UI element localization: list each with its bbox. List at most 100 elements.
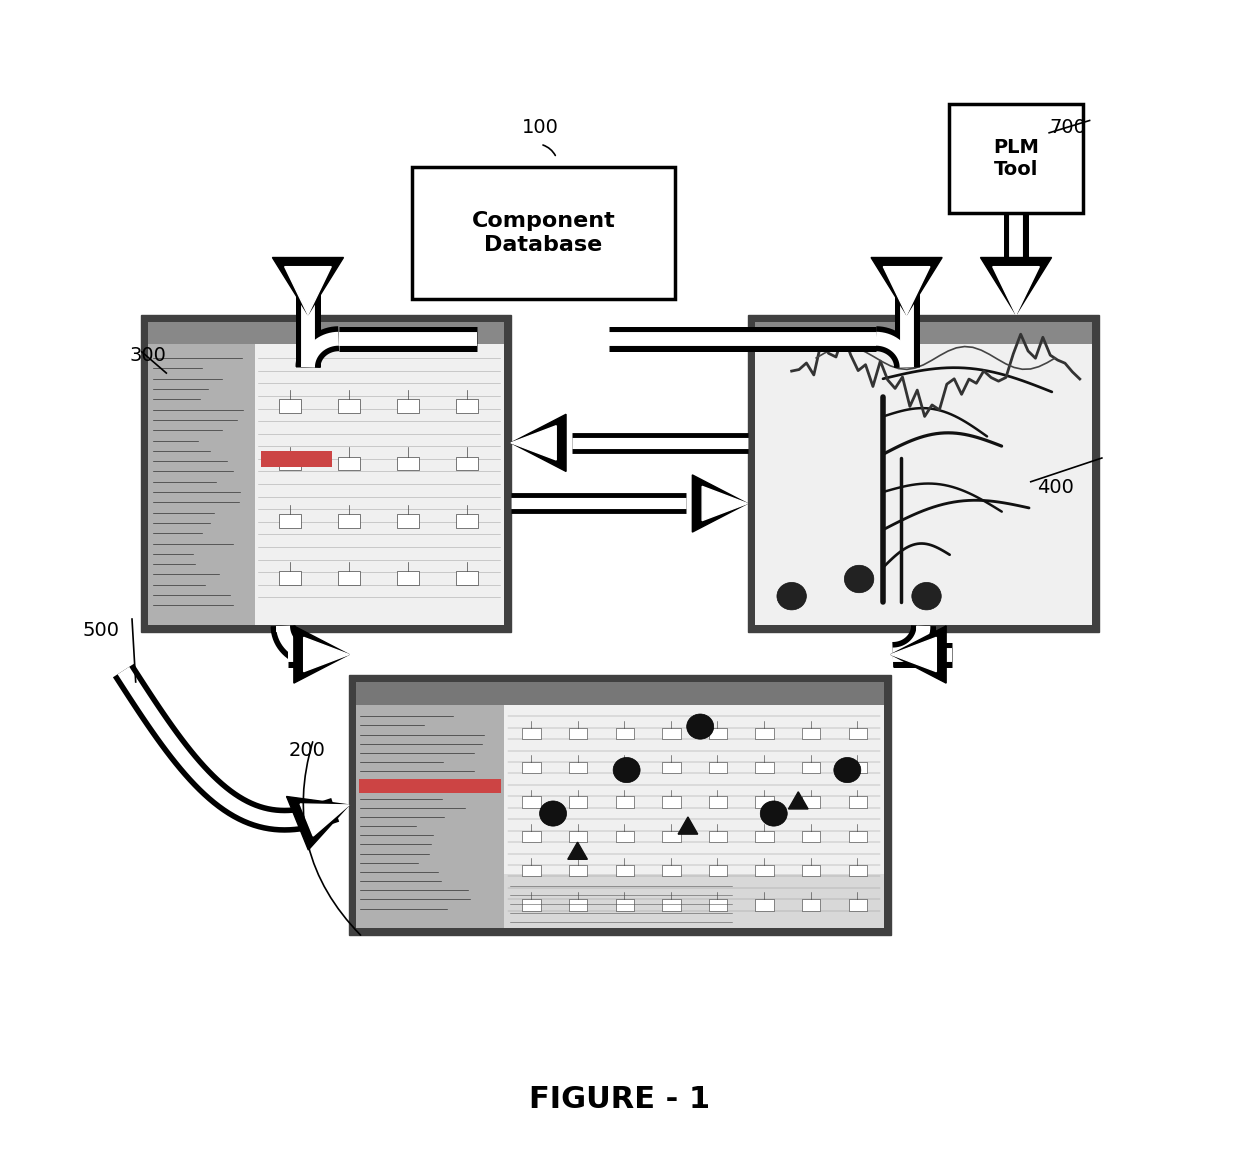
Bar — [148, 322, 503, 625]
Bar — [260, 452, 332, 467]
Bar — [709, 762, 727, 774]
FancyArrow shape — [993, 266, 1039, 315]
Bar — [802, 762, 821, 774]
Bar — [339, 571, 360, 585]
Text: 300: 300 — [129, 346, 166, 366]
Bar — [755, 322, 1092, 344]
FancyArrow shape — [294, 626, 348, 683]
Bar — [522, 865, 541, 877]
Bar — [279, 571, 301, 585]
FancyArrow shape — [511, 415, 565, 471]
Bar — [802, 900, 821, 911]
Bar — [662, 865, 681, 877]
Bar — [356, 705, 503, 928]
Text: 500: 500 — [83, 621, 120, 640]
Circle shape — [539, 801, 567, 826]
Text: Component
Database: Component Database — [471, 211, 615, 255]
Bar — [848, 762, 867, 774]
Bar — [662, 797, 681, 808]
Bar — [356, 682, 884, 928]
FancyArrow shape — [892, 626, 946, 683]
FancyArrow shape — [304, 637, 348, 672]
FancyArrow shape — [981, 257, 1052, 315]
Bar — [569, 727, 588, 739]
Bar — [279, 514, 301, 528]
Bar — [755, 727, 774, 739]
Bar — [412, 167, 675, 299]
Bar — [569, 762, 588, 774]
Bar — [615, 900, 634, 911]
Bar — [802, 797, 821, 808]
Bar — [456, 571, 477, 585]
Bar — [615, 865, 634, 877]
Bar — [662, 727, 681, 739]
Bar — [755, 344, 1092, 625]
Bar — [503, 874, 884, 928]
Circle shape — [760, 801, 787, 826]
Bar — [356, 682, 884, 705]
Bar — [140, 315, 511, 631]
FancyArrow shape — [892, 637, 936, 672]
Circle shape — [687, 714, 714, 739]
Bar — [339, 400, 360, 413]
Circle shape — [844, 565, 874, 593]
Bar — [339, 456, 360, 470]
Bar — [148, 344, 254, 625]
Circle shape — [613, 757, 640, 783]
Bar — [397, 514, 419, 528]
Bar — [522, 830, 541, 842]
Bar — [397, 400, 419, 413]
Bar — [615, 727, 634, 739]
Bar — [755, 900, 774, 911]
Bar — [569, 830, 588, 842]
Bar — [755, 797, 774, 808]
Bar — [802, 830, 821, 842]
Bar — [709, 865, 727, 877]
Bar — [279, 456, 301, 470]
Bar — [755, 830, 774, 842]
Bar — [569, 900, 588, 911]
FancyArrow shape — [883, 266, 930, 315]
Bar — [848, 865, 867, 877]
Bar — [755, 762, 774, 774]
Bar — [709, 900, 727, 911]
Bar — [848, 727, 867, 739]
Bar — [802, 865, 821, 877]
Bar — [949, 104, 1084, 213]
Bar — [709, 727, 727, 739]
Bar — [456, 456, 477, 470]
FancyArrow shape — [285, 266, 331, 315]
Bar — [522, 900, 541, 911]
Bar — [748, 315, 1100, 631]
FancyArrow shape — [511, 426, 557, 460]
Bar — [709, 797, 727, 808]
Bar — [348, 675, 892, 935]
Bar — [456, 400, 477, 413]
Bar — [615, 797, 634, 808]
Bar — [569, 797, 588, 808]
Polygon shape — [678, 818, 698, 834]
Bar — [709, 830, 727, 842]
Bar — [148, 322, 503, 344]
Bar — [848, 830, 867, 842]
Bar — [848, 900, 867, 911]
Bar — [254, 344, 503, 625]
Text: 400: 400 — [1037, 478, 1074, 497]
Bar — [755, 322, 1092, 625]
Circle shape — [777, 582, 806, 610]
Polygon shape — [789, 792, 808, 809]
Text: 100: 100 — [522, 118, 559, 137]
Bar — [522, 797, 541, 808]
FancyArrow shape — [870, 257, 942, 315]
Bar — [755, 865, 774, 877]
Bar — [503, 705, 884, 928]
Bar — [662, 830, 681, 842]
Bar — [569, 865, 588, 877]
Bar — [279, 400, 301, 413]
Bar — [358, 779, 501, 793]
Bar — [848, 797, 867, 808]
Bar — [397, 571, 419, 585]
Bar — [339, 514, 360, 528]
Text: 200: 200 — [289, 741, 326, 760]
FancyArrow shape — [702, 486, 748, 521]
